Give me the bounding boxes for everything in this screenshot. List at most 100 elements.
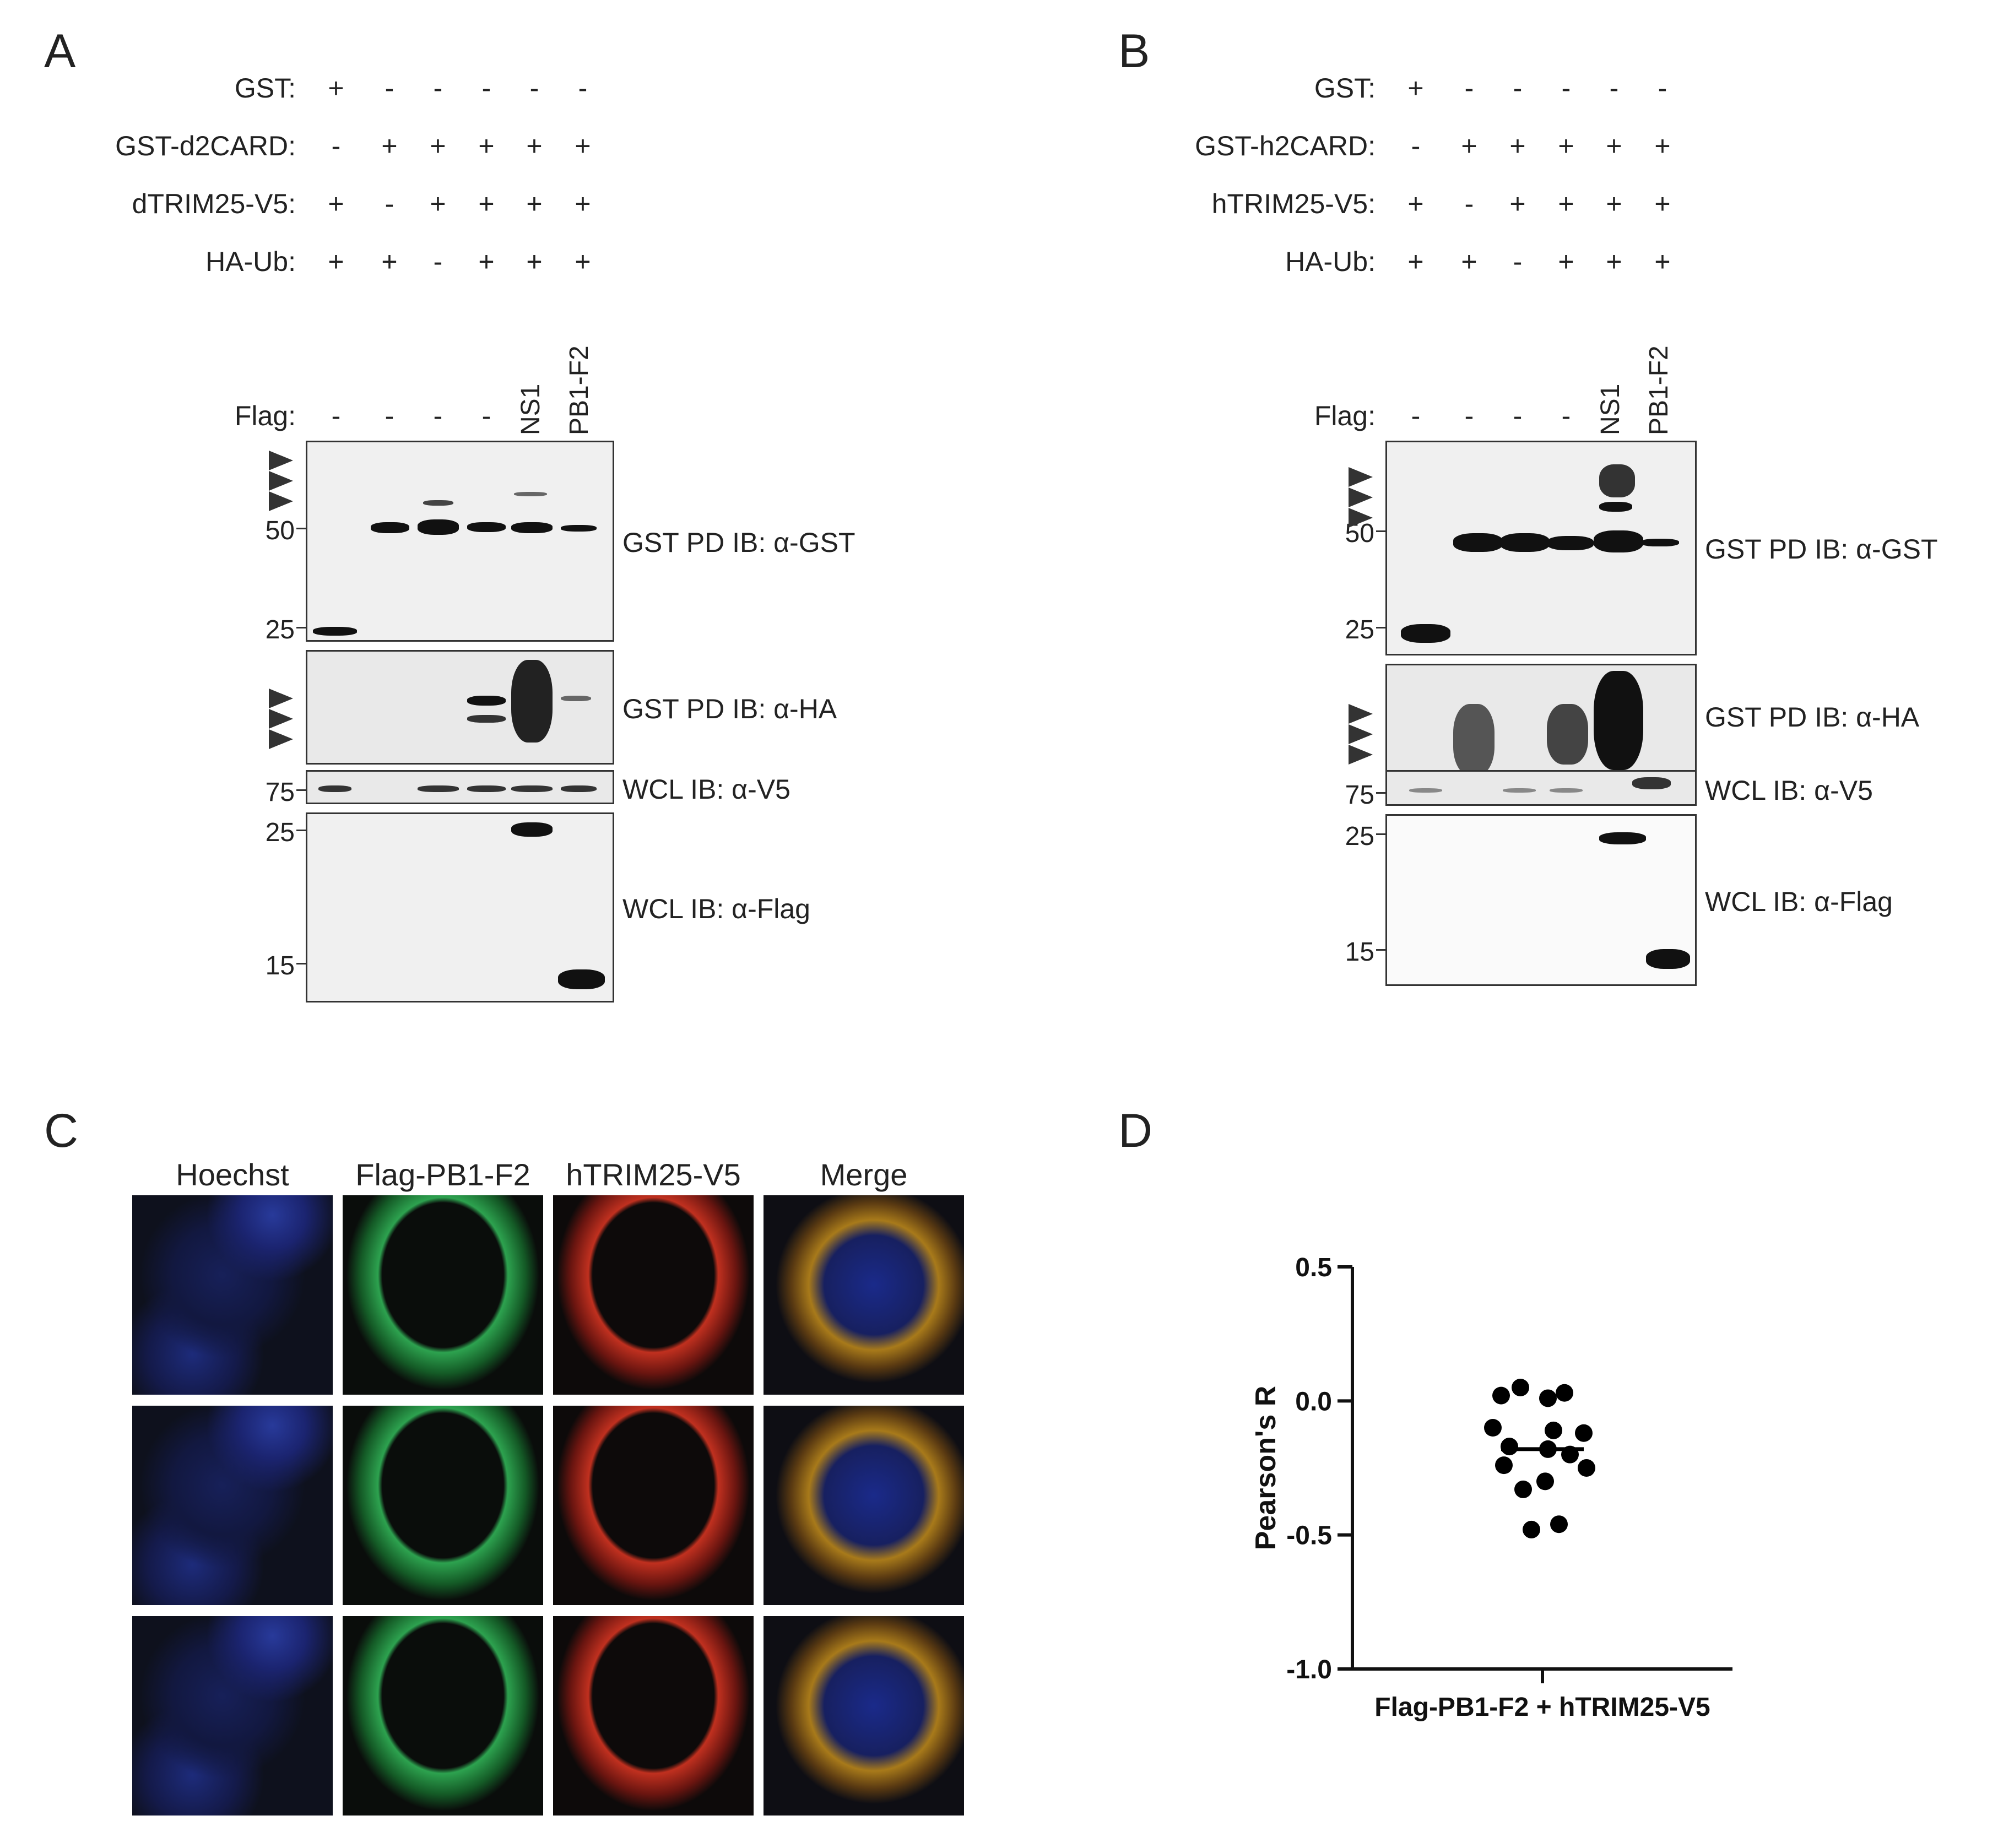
band — [371, 522, 409, 533]
condition-symbol: - — [578, 73, 588, 104]
condition-symbol: - — [1513, 246, 1523, 277]
row-label-trim25: dTRIM25-V5: — [132, 188, 296, 219]
flag-value: PB1-F2 — [1644, 345, 1674, 435]
data-point — [1545, 1421, 1562, 1439]
blot-flag — [1385, 814, 1697, 986]
panel-letter-c: C — [44, 1104, 79, 1157]
band — [1503, 788, 1536, 793]
condition-symbol: - — [433, 246, 443, 277]
condition-symbol: - — [1561, 73, 1571, 104]
condition-symbol: + — [328, 246, 344, 277]
band — [1599, 832, 1646, 844]
condition-symbol: + — [381, 131, 398, 161]
mw-marker: 50 — [265, 516, 295, 545]
data-point — [1495, 1456, 1513, 1475]
band — [318, 785, 351, 792]
column-label-merge: Merge — [820, 1157, 908, 1192]
flag-value: - — [331, 400, 341, 431]
band — [514, 492, 547, 496]
row-label-trim25: hTRIM25-V5: — [1211, 188, 1376, 219]
band — [1500, 533, 1550, 552]
column-label-hoechst: Hoechst — [176, 1157, 289, 1192]
band — [1594, 671, 1643, 770]
blot-label: WCL IB: α-V5 — [1705, 775, 1873, 806]
band — [1453, 533, 1503, 552]
condition-symbol: - — [1609, 73, 1619, 104]
arrow-icon — [1349, 508, 1373, 528]
condition-symbol: + — [575, 246, 591, 277]
data-point — [1550, 1515, 1568, 1533]
blot-label: WCL IB: α-Flag — [622, 893, 810, 924]
mw-marker: 25 — [265, 818, 295, 847]
band — [561, 785, 597, 792]
condition-symbol: + — [1606, 246, 1622, 277]
data-point — [1484, 1419, 1502, 1437]
mw-marker: 15 — [1345, 937, 1374, 967]
condition-symbol: + — [1407, 188, 1424, 219]
data-point — [1539, 1389, 1557, 1407]
y-tick-label: -0.5 — [1286, 1521, 1332, 1551]
data-point — [1523, 1520, 1540, 1538]
condition-symbol: + — [1461, 131, 1477, 161]
flag-value: - — [481, 400, 491, 431]
flag-value: - — [1513, 400, 1523, 431]
condition-symbol: - — [1464, 73, 1474, 104]
mw-marker: 75 — [265, 778, 295, 807]
row-label-gst: GST: — [1314, 73, 1376, 104]
condition-symbol: + — [478, 246, 495, 277]
condition-symbol: - — [1464, 188, 1474, 219]
condition-symbol: - — [1513, 73, 1523, 104]
band — [511, 822, 553, 837]
micrograph-hoechst — [132, 1406, 333, 1605]
flag-value: PB1-F2 — [565, 345, 594, 435]
blot-ha — [306, 650, 614, 765]
band — [467, 785, 506, 792]
condition-symbol: + — [430, 131, 446, 161]
condition-symbol: + — [1558, 131, 1574, 161]
flag-value: - — [1464, 400, 1474, 431]
panel-letter-d: D — [1118, 1104, 1153, 1157]
arrow-icon — [269, 451, 293, 470]
blot-label: GST PD IB: α-GST — [622, 527, 855, 558]
condition-symbol: + — [381, 246, 398, 277]
band — [1547, 536, 1594, 550]
condition-symbol: + — [1461, 246, 1477, 277]
band — [418, 519, 459, 535]
band — [1599, 464, 1635, 497]
panel-letter-b: B — [1118, 25, 1150, 78]
flag-value: - — [385, 400, 394, 431]
blot-label: GST PD IB: α-HA — [622, 693, 837, 724]
flag-value: - — [1561, 400, 1571, 431]
blot-v5 — [1385, 770, 1697, 806]
condition-symbol: + — [526, 246, 543, 277]
mw-tick — [296, 627, 306, 628]
band — [561, 525, 597, 532]
data-point — [1492, 1386, 1510, 1405]
arrow-icon — [1349, 467, 1373, 487]
condition-symbol: + — [1606, 131, 1622, 161]
x-axis-label: Flag-PB1-F2 + hTRIM25-V5 — [1374, 1693, 1710, 1722]
band — [1547, 704, 1588, 765]
data-point — [1512, 1379, 1529, 1396]
condition-symbol: - — [433, 73, 443, 104]
mw-marker: 25 — [1345, 822, 1374, 851]
flag-value: - — [1411, 400, 1421, 431]
band — [1550, 788, 1583, 793]
condition-symbol: - — [529, 73, 539, 104]
micrograph-flag — [343, 1195, 543, 1395]
y-tick-label: 0.5 — [1295, 1253, 1332, 1282]
band — [1409, 788, 1442, 793]
band — [561, 696, 591, 701]
row-label-flag: Flag: — [1314, 400, 1376, 431]
condition-symbol: - — [1658, 73, 1667, 104]
mw-tick — [1376, 833, 1386, 835]
mw-marker: 25 — [265, 615, 295, 644]
micrograph-merge — [764, 1406, 964, 1605]
band — [423, 500, 453, 506]
data-point — [1578, 1459, 1595, 1477]
blot-label: GST PD IB: α-GST — [1705, 534, 1938, 565]
panel-letter-a: A — [44, 25, 76, 78]
arrow-icon — [269, 471, 293, 491]
band — [418, 785, 459, 792]
condition-symbol: + — [1558, 188, 1574, 219]
